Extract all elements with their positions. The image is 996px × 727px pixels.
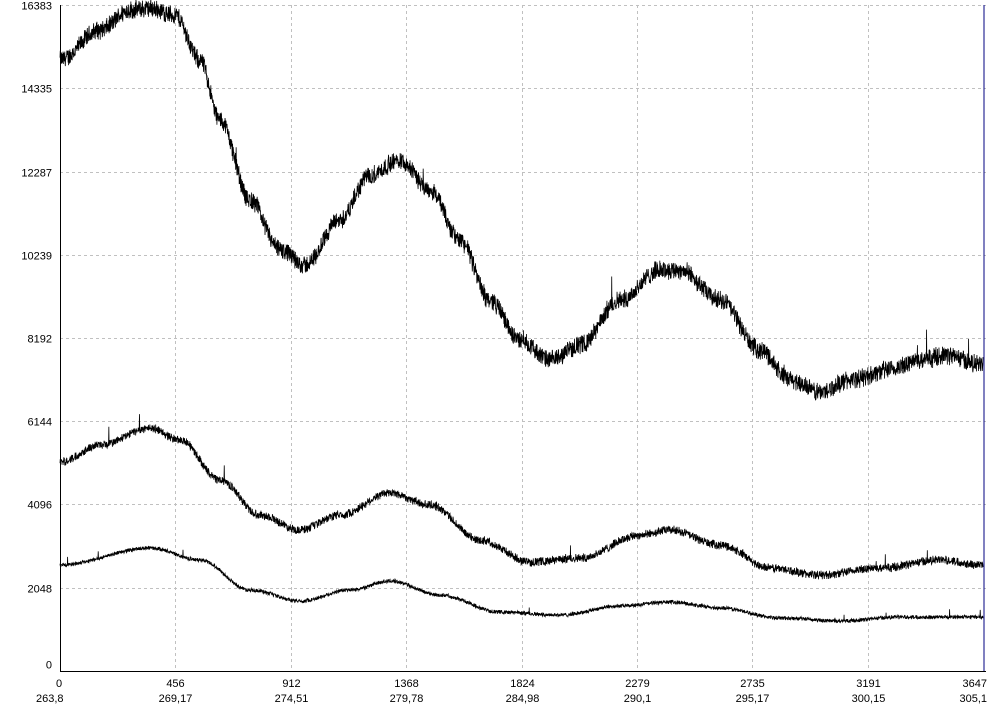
- x-tick-label: 2279: [625, 678, 649, 690]
- y-tick-label: 10239: [21, 251, 52, 263]
- y-tick-label: 8192: [28, 334, 52, 346]
- y-tick-labels: 0 2048 4096 6144 8192 10239 12287 14335 16383: [21, 1, 52, 672]
- x-tick-label-secondary: 263,8: [36, 693, 64, 705]
- x-tick-label-secondary: 269,17: [159, 693, 193, 705]
- y-tick-label: 2048: [28, 584, 52, 596]
- x-tick-label-secondary: 284,98: [506, 693, 540, 705]
- x-tick-label-secondary: 290,1: [624, 693, 652, 705]
- x-tick-label-secondary: 300,15: [852, 693, 886, 705]
- x-tick-label: 1824: [510, 678, 534, 690]
- x-tick-label-secondary: 279,78: [390, 693, 424, 705]
- x-tick-label: 1368: [394, 678, 418, 690]
- y-tick-label: 16383: [21, 1, 52, 13]
- y-tick-label: 12287: [21, 168, 52, 180]
- y-tick-label: 6144: [28, 417, 52, 429]
- series-line-3: [59, 545, 984, 624]
- x-tick-label: 912: [282, 678, 300, 690]
- x-tick-label: 2735: [740, 678, 764, 690]
- x-tick-label: 0: [56, 678, 62, 690]
- x-tick-label-secondary: 295,17: [736, 693, 770, 705]
- y-tick-label: 0: [46, 660, 52, 672]
- y-tick-label: 4096: [28, 500, 52, 512]
- x-tick-labels: 0 263,8 456 269,17 912 274,51 1368 279,78 1824 28…: [36, 678, 987, 705]
- x-tick-label-secondary: 274,51: [275, 693, 309, 705]
- x-tick-label: 3191: [856, 678, 880, 690]
- x-tick-label-secondary: 305,1: [959, 693, 987, 705]
- series-line-1: [59, 0, 984, 401]
- x-tick-label: 456: [166, 678, 184, 690]
- series-line-2: [59, 414, 984, 580]
- y-tick-label: 14335: [21, 84, 52, 96]
- series-group: [59, 0, 984, 624]
- x-tick-label: 3647: [963, 678, 987, 690]
